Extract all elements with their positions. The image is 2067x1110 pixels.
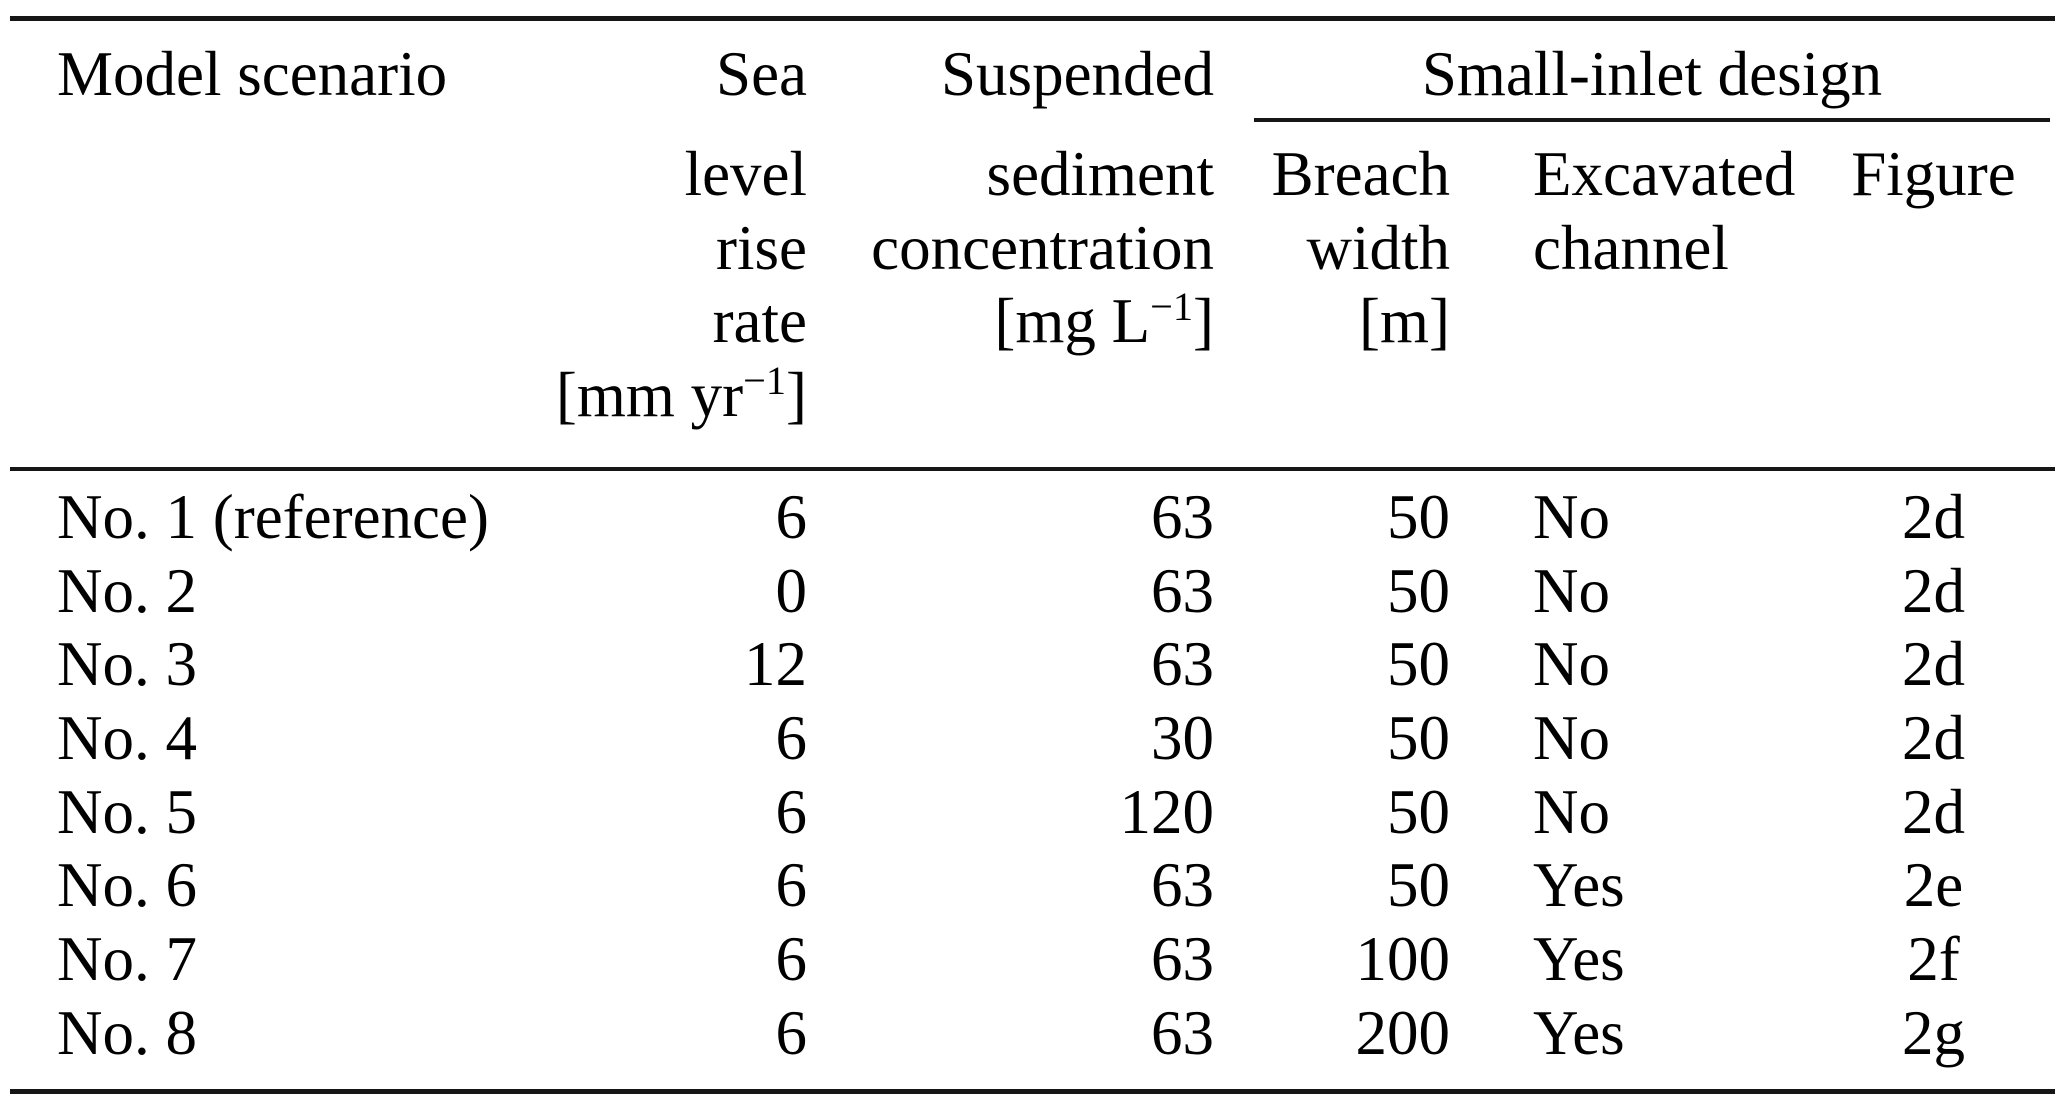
cell-excavated-channel: No (1533, 703, 1610, 774)
header-suspended-sediment-concentration: sediment concentration [mg L−1] (810, 138, 1217, 433)
header-small-inlet-design: Small-inlet design (1421, 39, 1883, 109)
cell-breach-width: 200 (1355, 997, 1451, 1068)
header-spacer (10, 138, 500, 433)
header-unit-mm-yr: [mm yr−1] (500, 359, 807, 433)
header-breach-width: Breach width [m] (1217, 138, 1462, 433)
cell-excavated-channel: No (1533, 482, 1610, 552)
cell-figure: 2f (1907, 924, 1960, 995)
cell-suspended-sediment-concentration: 63 (1151, 924, 1214, 995)
header-sea: Sea (716, 39, 807, 109)
header-unit-mg-l: [mg L−1] (810, 285, 1214, 359)
cell-suspended-sediment-concentration: 63 (1151, 997, 1214, 1068)
header-line: channel (1533, 212, 1729, 283)
cell-suspended-sediment-concentration: 30 (1151, 703, 1214, 774)
cell-sea-level-rise-rate: 6 (775, 850, 808, 921)
cell-figure: 2e (1903, 850, 1964, 921)
cell-model-scenario: No. 7 (57, 924, 197, 995)
cell-sea-level-rise-rate: 6 (775, 482, 808, 552)
cell-breach-width: 50 (1387, 555, 1450, 626)
header-excavated-channel: Excavated channel (1462, 138, 1810, 433)
table-row: No. 8 6 63 200 Yes 2g (10, 997, 2057, 1071)
header-line: [m] (1359, 286, 1450, 357)
header-line: Breach (1271, 139, 1450, 209)
table-row: No. 1 (reference) 6 63 50 No 2d (10, 481, 2057, 555)
header-line: rate (712, 286, 807, 357)
unit-text: ] (1193, 286, 1214, 357)
header-line: rise (716, 212, 807, 283)
header-model-scenario: Model scenario (57, 39, 448, 109)
cell-sea-level-rise-rate: 0 (775, 555, 808, 626)
cell-sea-level-rise-rate: 6 (775, 924, 808, 995)
unit-exponent: −1 (743, 358, 787, 404)
small-inlet-design-underline (1254, 118, 2050, 122)
table-row: No. 6 6 63 50 Yes 2e (10, 849, 2057, 923)
cell-excavated-channel: No (1533, 776, 1610, 847)
cell-breach-width: 50 (1387, 776, 1450, 847)
cell-model-scenario: No. 8 (57, 997, 197, 1068)
cell-excavated-channel: No (1533, 555, 1610, 626)
table-row: No. 2 0 63 50 No 2d (10, 555, 2057, 629)
cell-suspended-sediment-concentration: 63 (1151, 629, 1214, 700)
table-body: No. 1 (reference) 6 63 50 No 2d No. 2 0 63 50 No 2d… (10, 481, 2057, 1071)
header-suspended: Suspended (941, 39, 1214, 109)
cell-sea-level-rise-rate: 6 (775, 997, 808, 1068)
cell-model-scenario: No. 6 (57, 850, 197, 921)
header-line: sediment (986, 139, 1214, 209)
cell-breach-width: 50 (1387, 482, 1450, 552)
header-line: level (684, 139, 807, 209)
table-top-rule (10, 16, 2055, 21)
cell-excavated-channel: No (1533, 629, 1610, 700)
unit-text: [mm yr (555, 360, 744, 431)
table-row: No. 7 6 63 100 Yes 2f (10, 923, 2057, 997)
cell-model-scenario: No. 2 (57, 555, 197, 626)
header-line: width (1306, 212, 1450, 283)
unit-text: ] (786, 360, 807, 431)
cell-suspended-sediment-concentration: 63 (1151, 482, 1214, 552)
cell-breach-width: 50 (1387, 850, 1450, 921)
unit-text: [mg L (994, 286, 1151, 357)
cell-model-scenario: No. 3 (57, 629, 197, 700)
table-header-group-row: Model scenario Sea Suspended Small-inlet… (10, 38, 2057, 112)
cell-breach-width: 100 (1355, 924, 1451, 995)
header-sea-level-rise-rate: level rise rate [mm yr−1] (500, 138, 810, 433)
header-figure: Figure (1810, 138, 2057, 433)
cell-model-scenario: No. 5 (57, 776, 197, 847)
cell-figure: 2g (1902, 997, 1965, 1068)
cell-excavated-channel: Yes (1533, 997, 1625, 1068)
cell-breach-width: 50 (1387, 703, 1450, 774)
table-header-detail-row: level rise rate [mm yr−1] sediment conce… (10, 138, 2057, 433)
cell-excavated-channel: Yes (1533, 850, 1625, 921)
cell-sea-level-rise-rate: 6 (775, 776, 808, 847)
header-line: Excavated (1533, 139, 1796, 209)
table-row: No. 4 6 30 50 No 2d (10, 702, 2057, 776)
cell-figure: 2d (1902, 482, 1965, 552)
cell-sea-level-rise-rate: 12 (744, 629, 807, 700)
cell-suspended-sediment-concentration: 63 (1151, 850, 1214, 921)
cell-sea-level-rise-rate: 6 (775, 703, 808, 774)
cell-model-scenario: No. 4 (57, 703, 197, 774)
cell-figure: 2d (1902, 703, 1965, 774)
header-line: concentration (871, 212, 1214, 283)
table-row: No. 3 12 63 50 No 2d (10, 628, 2057, 702)
cell-figure: 2d (1902, 555, 1965, 626)
cell-breach-width: 50 (1387, 629, 1450, 700)
cell-suspended-sediment-concentration: 63 (1151, 555, 1214, 626)
table-header-separator-rule (10, 467, 2055, 471)
cell-figure: 2d (1902, 776, 1965, 847)
cell-figure: 2d (1902, 629, 1965, 700)
header-line: Figure (1851, 139, 2016, 209)
unit-exponent: −1 (1150, 284, 1194, 330)
cell-suspended-sediment-concentration: 120 (1119, 776, 1215, 847)
cell-model-scenario: No. 1 (reference) (57, 482, 489, 552)
table-row: No. 5 6 120 50 No 2d (10, 776, 2057, 850)
table-bottom-rule (10, 1089, 2055, 1094)
cell-excavated-channel: Yes (1533, 924, 1625, 995)
